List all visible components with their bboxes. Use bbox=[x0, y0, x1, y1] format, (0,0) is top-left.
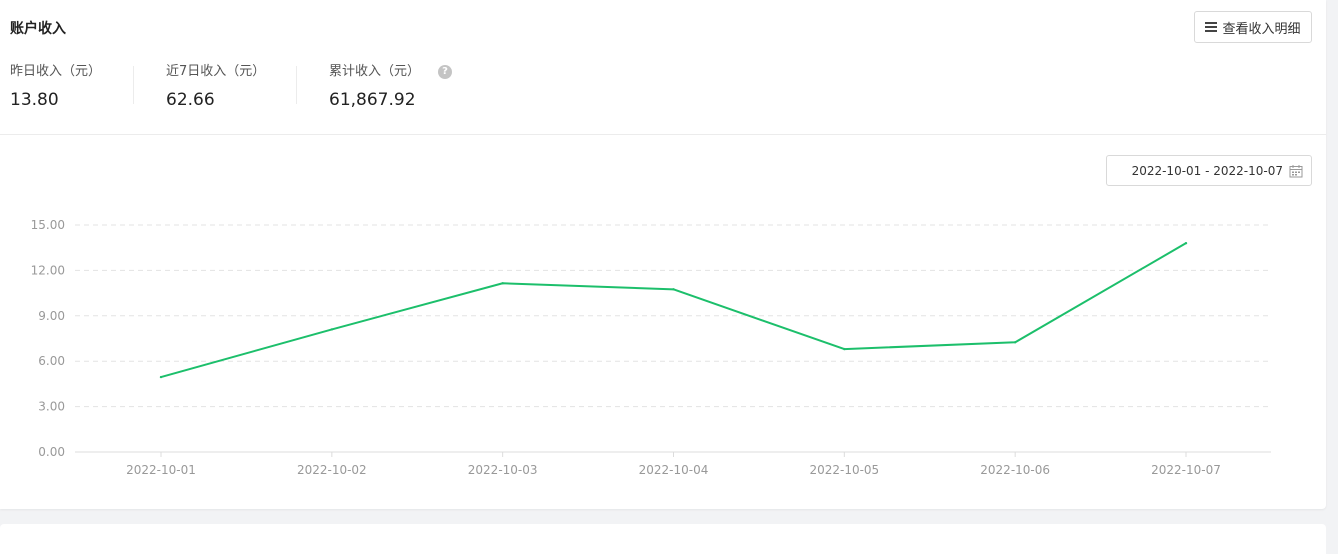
y-tick-label: 15.00 bbox=[31, 218, 65, 232]
date-range-value: 2022-10-01 - 2022-10-07 bbox=[1131, 163, 1283, 178]
data-point bbox=[330, 328, 334, 331]
stat-divider bbox=[296, 66, 297, 104]
y-tick-label: 3.00 bbox=[38, 400, 65, 414]
stat-divider bbox=[133, 66, 134, 104]
stat-total: 累计收入（元） ? 61,867.92 bbox=[329, 63, 453, 110]
data-point bbox=[1013, 341, 1017, 344]
stat-value: 62.66 bbox=[166, 90, 215, 110]
stat-value: 61,867.92 bbox=[329, 90, 416, 110]
data-point bbox=[501, 282, 504, 285]
secondary-card bbox=[0, 524, 1326, 554]
calendar-icon bbox=[1289, 164, 1303, 177]
x-tick-label: 2022-10-01 bbox=[126, 463, 196, 477]
x-tick-label: 2022-10-03 bbox=[468, 463, 538, 477]
view-income-details-label: 查看收入明细 bbox=[1222, 21, 1301, 37]
x-tick-label: 2022-10-04 bbox=[639, 463, 709, 477]
stat-label-row: 累计收入（元） ? bbox=[329, 63, 453, 81]
x-tick-label: 2022-10-02 bbox=[297, 463, 367, 477]
stat-label: 近7日收入（元） bbox=[166, 64, 266, 79]
y-tick-label: 9.00 bbox=[38, 309, 65, 323]
x-tick-label: 2022-10-06 bbox=[980, 463, 1050, 477]
help-icon[interactable]: ? bbox=[438, 65, 453, 79]
y-tick-label: 0.00 bbox=[38, 445, 65, 459]
income-line-chart: 0.00 3.00 6.00 9.00 12.00 15.00 2022-10-01 2022… bbox=[31, 218, 1271, 477]
date-range-picker[interactable]: 2022-10-01 - 2022-10-07 bbox=[1106, 155, 1312, 186]
page-edge bbox=[1333, 0, 1338, 541]
x-tick-label: 2022-10-07 bbox=[1151, 463, 1221, 477]
y-tick-label: 6.00 bbox=[38, 354, 65, 368]
stat-last-7-days: 近7日收入（元） 62.66 bbox=[166, 63, 265, 110]
stat-value: 13.80 bbox=[10, 90, 59, 110]
y-tick-label: 12.00 bbox=[31, 263, 65, 277]
data-point bbox=[672, 288, 675, 291]
income-series-line bbox=[160, 242, 1187, 379]
data-point bbox=[843, 347, 846, 351]
stat-label: 昨日收入（元） bbox=[10, 64, 102, 79]
card-title: 账户收入 bbox=[10, 21, 66, 37]
list-icon bbox=[1205, 22, 1218, 32]
stat-label: 累计收入（元） bbox=[329, 64, 421, 79]
income-card: 账户收入 查看收入明细 昨日收入（元） 13.80 近7日收入（元） 62.66… bbox=[0, 0, 1326, 509]
data-point bbox=[1184, 241, 1188, 245]
view-income-details-button[interactable]: 查看收入明细 bbox=[1194, 11, 1312, 43]
data-point bbox=[159, 375, 163, 379]
section-divider bbox=[0, 134, 1326, 135]
stat-yesterday: 昨日收入（元） 13.80 bbox=[10, 63, 101, 110]
x-tick-label: 2022-10-05 bbox=[809, 463, 879, 477]
